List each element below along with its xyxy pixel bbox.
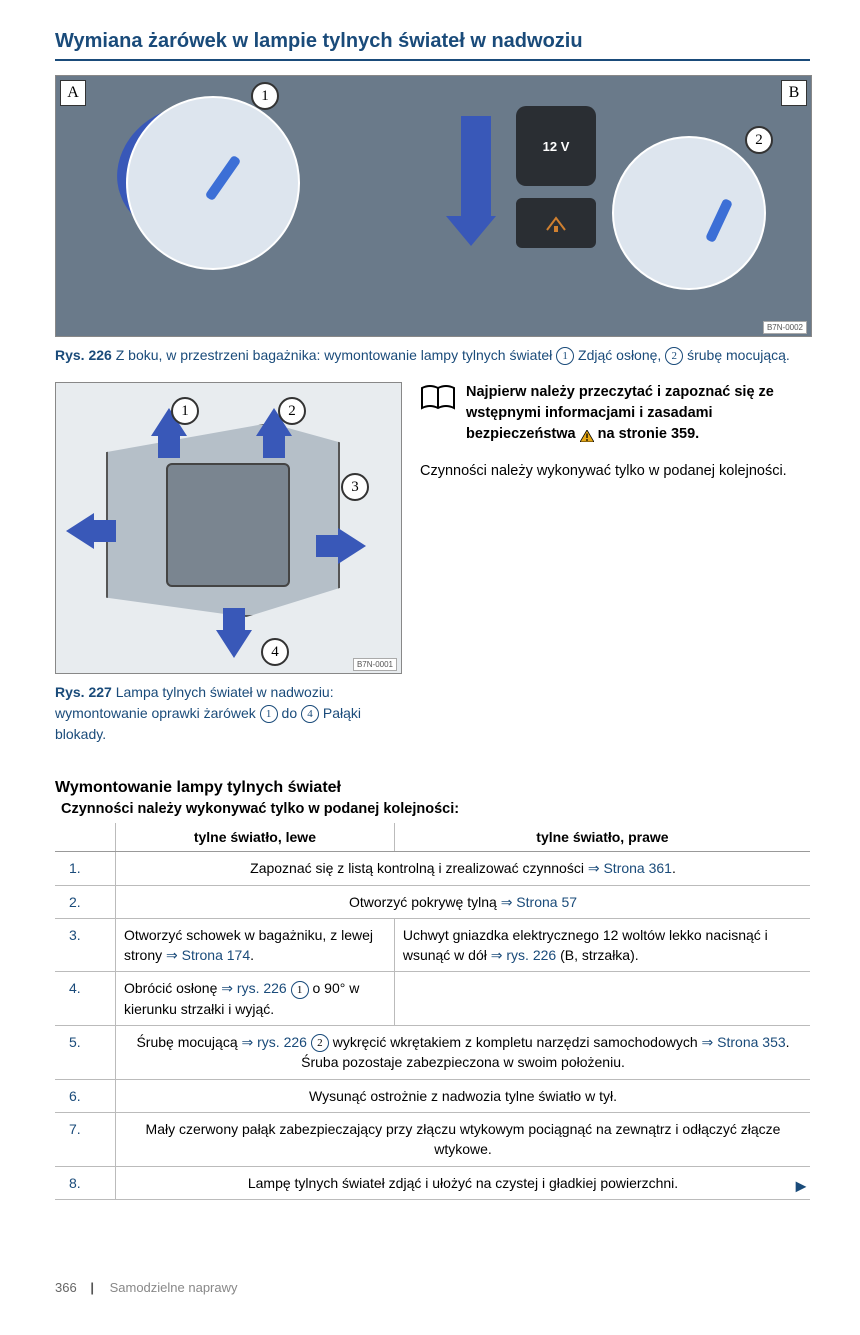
callout-circle-2 (612, 136, 766, 290)
body-text: Czynności należy wykonywać tylko w podan… (420, 461, 810, 483)
caption-227: Rys. 227 Lampa tylnych świateł w nadwozi… (55, 682, 400, 745)
table-row: 5.Śrubę mocującą ⇒ rys. 226 2 wykręcić w… (55, 1026, 810, 1080)
panel-middle: 12 V (426, 106, 626, 306)
col-header-right: tylne światło, prawe (394, 823, 810, 852)
page-footer: 366 | Samodzielne naprawy (55, 1280, 810, 1295)
socket-12v: 12 V (516, 106, 596, 186)
aux-button (516, 198, 596, 248)
table-row: 1.Zapoznać się z listą kontrolną i zreal… (55, 852, 810, 885)
page-number: 366 (55, 1280, 77, 1295)
table-row: 2.Otworzyć pokrywę tylną ⇒ Strona 57 (55, 885, 810, 918)
callout-circle-1 (126, 96, 300, 270)
caption-226: Rys. 226 Z boku, w przestrzeni bagażnika… (55, 345, 810, 366)
note-box: Najpierw należy przeczytać i zapoznać si… (420, 382, 810, 445)
table-row: 3.Otworzyć schowek w bagażniku, z lewej … (55, 918, 810, 972)
figure-226: A B 1 12 V 2 B7N-0002 (55, 75, 812, 337)
down-arrow-icon (456, 116, 496, 256)
callout-badge-2: 2 (745, 126, 773, 154)
section-subhead2: Czynności należy wykonywać tylko w podan… (61, 801, 810, 817)
table-row: 6.Wysunąć ostrożnie z nadwozia tylne świ… (55, 1079, 810, 1112)
arrow-left-icon (66, 513, 116, 549)
arrow-right-icon (316, 528, 366, 564)
arrow-down-icon (216, 608, 252, 658)
continue-arrow-icon: ► (792, 1176, 810, 1197)
callout-badge-2: 2 (278, 397, 306, 425)
table-row: 7.Mały czerwony pałąk zabezpieczający pr… (55, 1112, 810, 1166)
col-header-left: tylne światło, lewe (116, 823, 395, 852)
table-row: 4.Obrócić osłonę ⇒ rys. 226 1 o 90° w ki… (55, 972, 810, 1026)
fig-label-a: A (60, 80, 86, 106)
warning-icon (580, 428, 594, 440)
book-icon (420, 384, 456, 445)
steps-table: tylne światło, lewe tylne światło, prawe… (55, 823, 810, 1200)
callout-badge-4: 4 (261, 638, 289, 666)
section-subhead: Wymontowanie lampy tylnych świateł (55, 779, 810, 797)
footer-section: Samodzielne naprawy (110, 1280, 238, 1295)
figure-227: 1 2 3 4 B7N-0001 (55, 382, 402, 674)
fig-code-227: B7N-0001 (353, 658, 397, 671)
callout-badge-1: 1 (251, 82, 279, 110)
page-title: Wymiana żarówek w lampie tylnych świateł… (55, 30, 810, 61)
table-row: 8.Lampę tylnych świateł zdjąć i ułożyć n… (55, 1166, 810, 1199)
fig-label-b: B (781, 80, 807, 106)
callout-badge-3: 3 (341, 473, 369, 501)
callout-badge-1: 1 (171, 397, 199, 425)
fig-code-226: B7N-0002 (763, 321, 807, 334)
